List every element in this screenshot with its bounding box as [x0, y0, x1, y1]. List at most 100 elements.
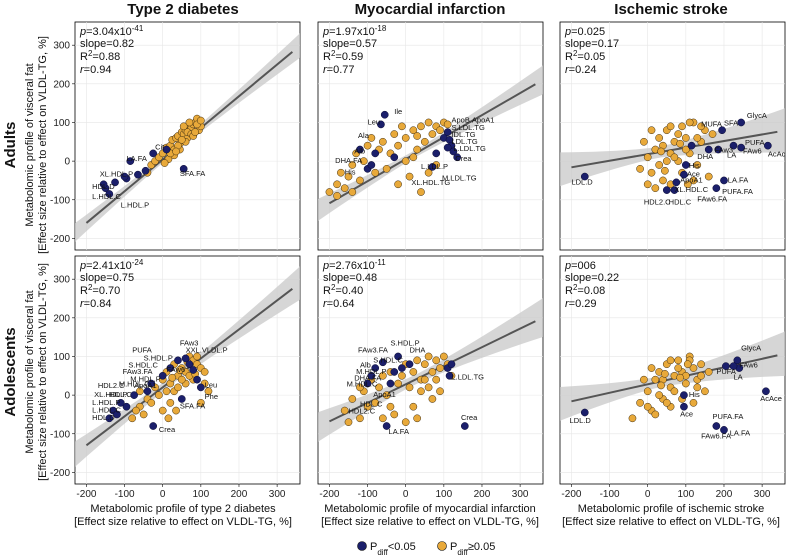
point-nonsig	[697, 371, 705, 380]
stat-r2: R2=0.08	[565, 283, 605, 298]
confidence-band	[318, 65, 543, 221]
stat-slope: slope=0.57	[323, 38, 377, 50]
point-label: XXL.VLDL.P	[186, 346, 228, 355]
point-sig	[130, 391, 138, 399]
point-nonsig	[628, 414, 637, 423]
point-sig	[432, 149, 441, 158]
point-label: Ace	[687, 170, 700, 179]
point-label: LA.FA	[730, 429, 750, 438]
point-nonsig	[168, 373, 177, 382]
point-label: IDL.TG	[451, 130, 475, 139]
point-nonsig	[139, 410, 148, 419]
point-label: M.HDL.P	[130, 375, 160, 384]
point-nonsig	[371, 398, 380, 407]
point-sig	[428, 163, 437, 171]
point-sig	[193, 375, 201, 384]
stat-slope: slope=0.17	[565, 38, 619, 50]
point-nonsig	[371, 168, 380, 177]
legend-marker-sig	[357, 541, 367, 551]
point-sig	[737, 143, 745, 152]
point-nonsig	[676, 139, 684, 148]
point-sig	[113, 410, 121, 419]
col-title-2: Myocardial infarction	[355, 1, 506, 18]
x-tick-label: 200	[716, 489, 733, 500]
point-sig	[681, 161, 690, 169]
point-nonsig	[655, 161, 664, 169]
point-sig	[763, 141, 772, 150]
point-label: FAw6.FA	[701, 431, 731, 440]
point-nonsig	[651, 184, 660, 193]
point-sig	[105, 190, 114, 198]
stat-r: r=0.77	[323, 64, 355, 76]
point-nonsig	[174, 383, 182, 392]
point-nonsig	[643, 402, 652, 411]
point-sig	[162, 145, 171, 154]
point-nonsig	[428, 368, 437, 376]
point-sig	[712, 422, 721, 430]
point-label: Crea	[455, 154, 472, 163]
point-label: Ala	[358, 131, 370, 140]
point-label: LA.FA	[728, 175, 748, 184]
point-nonsig	[409, 153, 418, 162]
point-sig	[405, 360, 414, 369]
point-nonsig	[681, 145, 690, 154]
stat-r: r=0.29	[565, 298, 597, 310]
point-nonsig	[424, 352, 433, 361]
point-label: S.HDL.C	[373, 355, 403, 364]
point-nonsig	[670, 387, 679, 396]
point-sig	[99, 180, 108, 189]
x-tick-label: -200	[561, 489, 581, 500]
x-tick-label: 0	[645, 489, 651, 500]
point-nonsig	[348, 395, 357, 403]
point-nonsig	[348, 188, 357, 196]
y-tick-label: -100	[50, 429, 70, 440]
point-sig	[722, 362, 730, 370]
point-nonsig	[689, 398, 698, 407]
point-label: Phe	[205, 392, 218, 401]
point-sig	[143, 387, 152, 396]
point-nonsig	[655, 134, 664, 142]
point-label: HDL.C	[109, 390, 132, 399]
point-nonsig	[333, 180, 341, 189]
point-nonsig	[135, 387, 144, 396]
col-title-3: Ischemic stroke	[614, 1, 727, 18]
point-sig	[386, 379, 395, 388]
point-nonsig	[436, 364, 444, 372]
point-label: His	[345, 168, 356, 177]
stat-r2: R2=0.88	[80, 49, 120, 64]
x-tick-label: -100	[600, 489, 620, 500]
point-label: LDL.TG	[451, 137, 477, 146]
point-sig	[134, 170, 142, 179]
point-nonsig	[177, 375, 186, 384]
point-label: LDL.D	[570, 416, 592, 425]
point-nonsig	[647, 364, 656, 372]
point-label: Crea	[461, 413, 478, 422]
point-label: HDL.C	[360, 400, 383, 409]
point-nonsig	[356, 414, 364, 423]
point-nonsig	[348, 161, 357, 169]
x-tick-label: -200	[319, 489, 339, 500]
point-nonsig	[681, 134, 690, 142]
point-nonsig	[382, 164, 391, 173]
legend-marker-nonsig	[437, 541, 447, 551]
point-nonsig	[177, 136, 186, 144]
confidence-band	[560, 108, 785, 187]
y-axis-label-top-2: [Effect size relative to effect on VLDL-…	[37, 36, 49, 254]
point-sig	[196, 383, 205, 392]
point-nonsig	[659, 176, 667, 185]
point-nonsig	[693, 161, 702, 169]
stat-r: r=0.64	[323, 298, 355, 310]
point-nonsig	[160, 159, 169, 167]
point-sig	[356, 145, 364, 154]
point-nonsig	[443, 120, 452, 129]
point-label: Leu	[205, 380, 218, 389]
point-nonsig	[636, 164, 644, 173]
point-label: S.HDL.C	[128, 360, 158, 369]
point-nonsig	[417, 387, 425, 396]
stat-r: r=0.84	[80, 298, 112, 310]
point-label: GlycA	[741, 344, 761, 353]
point-label: M.HDL.C	[119, 380, 150, 389]
